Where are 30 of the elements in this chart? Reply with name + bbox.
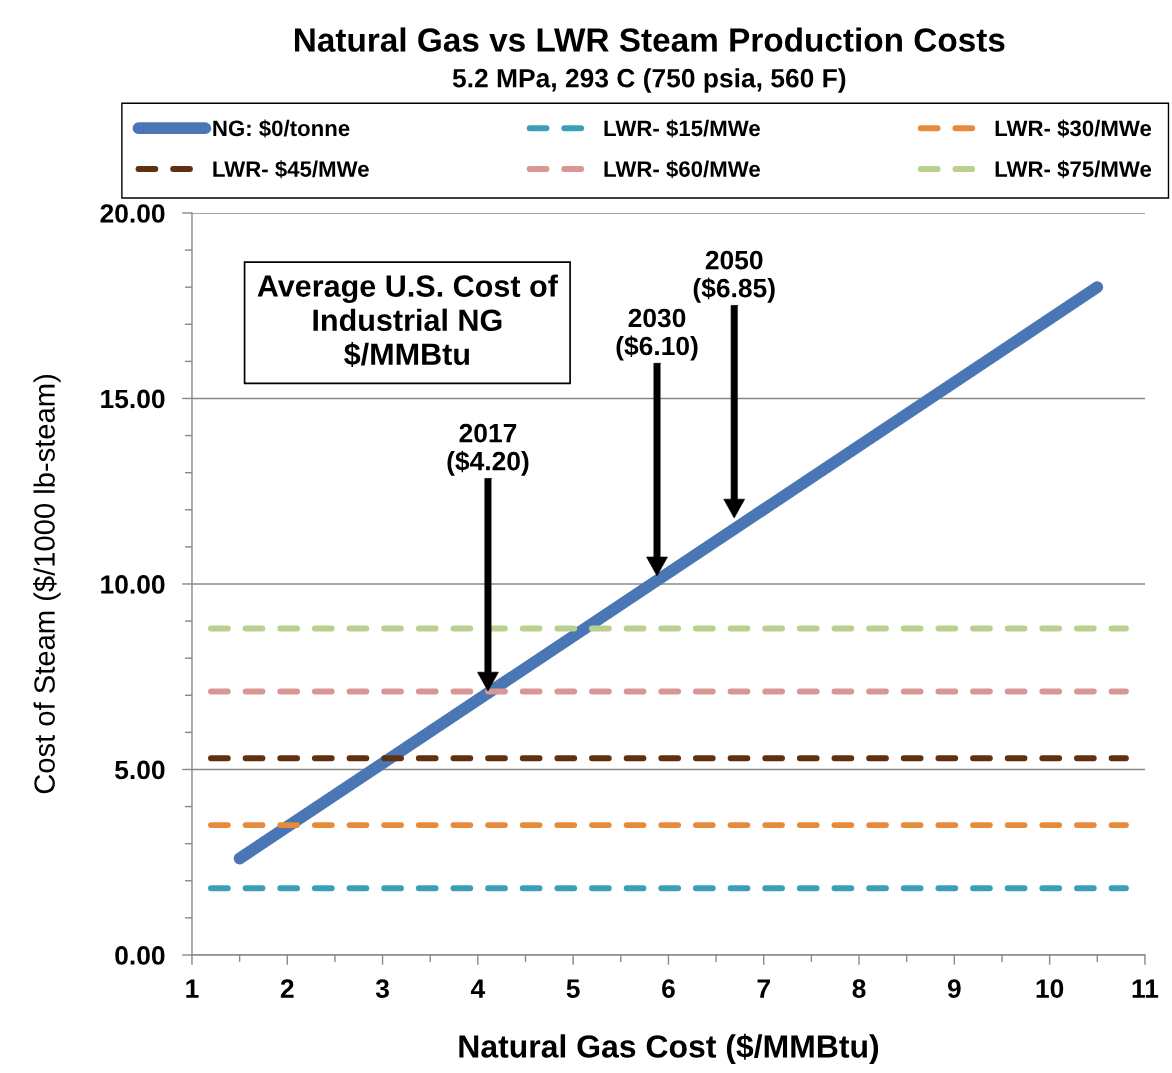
legend-label: NG: $0/tonne [213,119,350,138]
x-axis-title: Natural Gas Cost ($/MMBtu) [459,1033,879,1065]
x-tick-label: 5 [566,979,580,998]
x-tick-label: 8 [852,979,866,998]
x-tick-label: 11 [1132,979,1159,998]
x-tick-label: 9 [947,979,961,998]
x-tick-label: 1 [186,979,199,998]
legend-label: LWR- $30/MWe [995,119,1152,138]
annotation: 2017 ($4.20) [447,423,529,476]
y-tick-label: 10.00 [101,575,165,594]
legend-label: LWR- $15/MWe [604,119,760,138]
x-tick-label: 7 [757,979,770,998]
legend-label: LWR- $75/MWe [995,160,1152,179]
annotation: Average U.S. Cost of Industrial NG $/MMBtu [257,274,558,368]
chart-subtitle: 5.2 MPa, 293 C (750 psia, 560 F) [452,68,846,93]
x-tick-label: 2 [280,979,294,998]
y-tick-label: 0.00 [115,946,165,965]
y-tick-label: 5.00 [115,760,165,780]
y-tick-label: 20.00 [100,204,165,223]
x-tick-label: 4 [470,979,486,998]
x-tick-label: 10 [1036,979,1064,998]
annotation: 2050 ($6.85) [693,250,775,303]
y-tick-label: 15.00 [101,389,165,409]
x-tick-label: 3 [375,979,389,998]
y-axis-title: Cost of Steam ($/1000 lb-steam) [33,375,61,794]
annotation: 2030 ($6.10) [616,308,698,361]
legend-label: LWR- $45/MWe [213,160,369,179]
x-tick-label: 6 [662,979,675,998]
legend-label: LWR- $60/MWe [604,160,760,179]
chart-title: Natural Gas vs LWR Steam Production Costs [294,27,1005,52]
